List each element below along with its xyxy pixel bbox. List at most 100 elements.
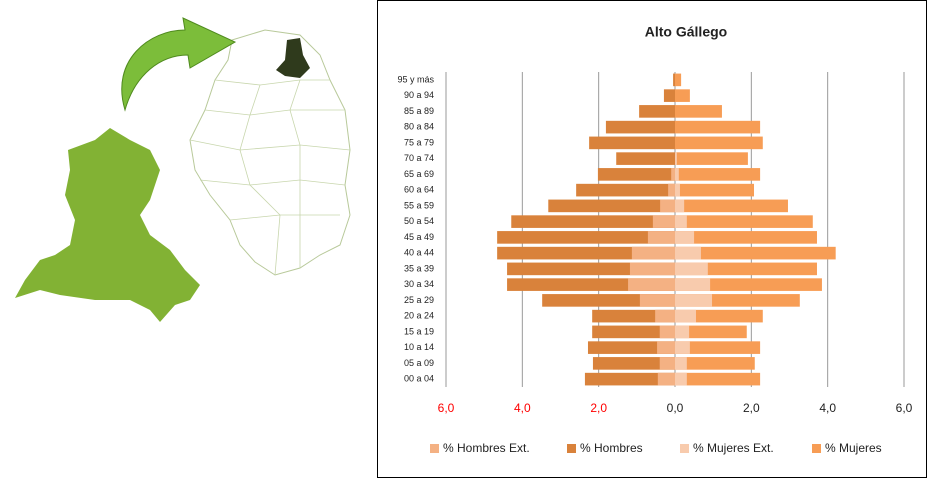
- y-tick-label: 40 a 44: [404, 248, 434, 258]
- bar: [647, 231, 675, 244]
- bar: [675, 341, 761, 354]
- bar: [675, 325, 690, 339]
- legend-label: % Mujeres Ext.: [693, 441, 774, 455]
- bar: [639, 294, 675, 307]
- x-tick-label: 6,0: [896, 401, 913, 415]
- y-tick-label: 20 a 24: [404, 311, 434, 321]
- bar: [675, 246, 836, 260]
- bar: [673, 73, 675, 87]
- bar: [675, 372, 687, 386]
- bar: [584, 372, 675, 386]
- x-tick-label: 4,0: [819, 401, 836, 415]
- bar: [675, 168, 761, 181]
- bar: [675, 215, 687, 228]
- legend-swatch: [567, 444, 576, 453]
- y-tick-label: 15 a 19: [404, 326, 434, 336]
- y-tick-label: 75 a 79: [404, 137, 434, 147]
- bar: [675, 357, 687, 370]
- aragon-borders: [189, 79, 351, 276]
- bar: [675, 246, 701, 260]
- bar: [675, 168, 679, 181]
- arrow: [121, 17, 237, 112]
- y-tick-label: 80 a 84: [404, 122, 434, 132]
- bar: [675, 278, 711, 291]
- legend-label: % Hombres: [580, 441, 643, 455]
- bar: [663, 89, 675, 102]
- bar: [497, 246, 675, 260]
- chart-title: Alto Gállego: [645, 24, 727, 40]
- bar: [675, 152, 748, 165]
- bar: [629, 262, 675, 276]
- y-tick-label: 60 a 64: [404, 185, 434, 195]
- y-tick-label: 55 a 59: [404, 200, 434, 210]
- bar: [675, 136, 763, 150]
- bar: [675, 231, 695, 244]
- bar: [587, 341, 675, 354]
- bar: [675, 105, 722, 118]
- bar: [675, 231, 817, 244]
- y-tick-label: 25 a 29: [404, 295, 434, 305]
- bar: [631, 246, 675, 260]
- bar: [589, 136, 675, 150]
- bar: [655, 309, 675, 323]
- y-tick-label: 00 a 04: [404, 374, 434, 384]
- y-tick-label: 85 a 89: [404, 106, 434, 116]
- bar: [675, 278, 822, 291]
- bar: [659, 325, 675, 339]
- bar: [657, 341, 675, 354]
- y-tick-label: 30 a 34: [404, 279, 434, 289]
- y-tick-label: 65 a 69: [404, 169, 434, 179]
- bar: [675, 120, 761, 134]
- bar: [592, 309, 675, 323]
- bar: [628, 278, 675, 291]
- bar: [675, 199, 685, 213]
- bar: [659, 357, 675, 370]
- y-tick-label: 10 a 14: [404, 342, 434, 352]
- x-tick-label: 2,0: [743, 401, 760, 415]
- bar: [675, 73, 682, 87]
- y-tick-label: 45 a 49: [404, 232, 434, 242]
- x-tick-label: 6,0: [438, 401, 455, 415]
- bar: [497, 231, 675, 244]
- bar: [511, 215, 675, 228]
- bar: [605, 120, 675, 134]
- bar: [668, 183, 675, 197]
- bar: [675, 183, 755, 197]
- y-tick-label: 70 a 74: [404, 153, 434, 163]
- bar: [592, 357, 675, 370]
- y-tick-label: 90 a 94: [404, 90, 434, 100]
- bar: [660, 199, 675, 213]
- maps: [15, 17, 351, 322]
- bar: [652, 215, 675, 228]
- bar: [675, 262, 817, 276]
- region-map: [15, 128, 200, 322]
- bar: [675, 372, 761, 386]
- bar: [657, 372, 675, 386]
- bar: [671, 168, 675, 181]
- legend-swatch: [812, 444, 821, 453]
- legend-swatch: [680, 444, 689, 453]
- bar: [675, 294, 713, 307]
- bar: [639, 105, 675, 118]
- bar: [616, 152, 675, 165]
- bar: [675, 183, 680, 197]
- bar: [675, 341, 690, 354]
- x-tick-label: 4,0: [514, 401, 531, 415]
- bar: [675, 199, 788, 213]
- bar: [675, 325, 747, 339]
- bar: [675, 215, 813, 228]
- bar: [576, 183, 675, 197]
- bar: [675, 89, 690, 102]
- legend-swatch: [430, 444, 439, 453]
- bar: [675, 309, 696, 323]
- x-tick-label: 2,0: [590, 401, 607, 415]
- bar: [675, 262, 708, 276]
- bar: [597, 168, 675, 181]
- y-tick-label: 05 a 09: [404, 358, 434, 368]
- legend-label: % Hombres Ext.: [443, 441, 530, 455]
- bar: [675, 152, 677, 165]
- x-tick-label: 0,0: [667, 401, 684, 415]
- y-tick-label: 95 y más: [397, 74, 434, 84]
- y-tick-label: 35 a 39: [404, 263, 434, 273]
